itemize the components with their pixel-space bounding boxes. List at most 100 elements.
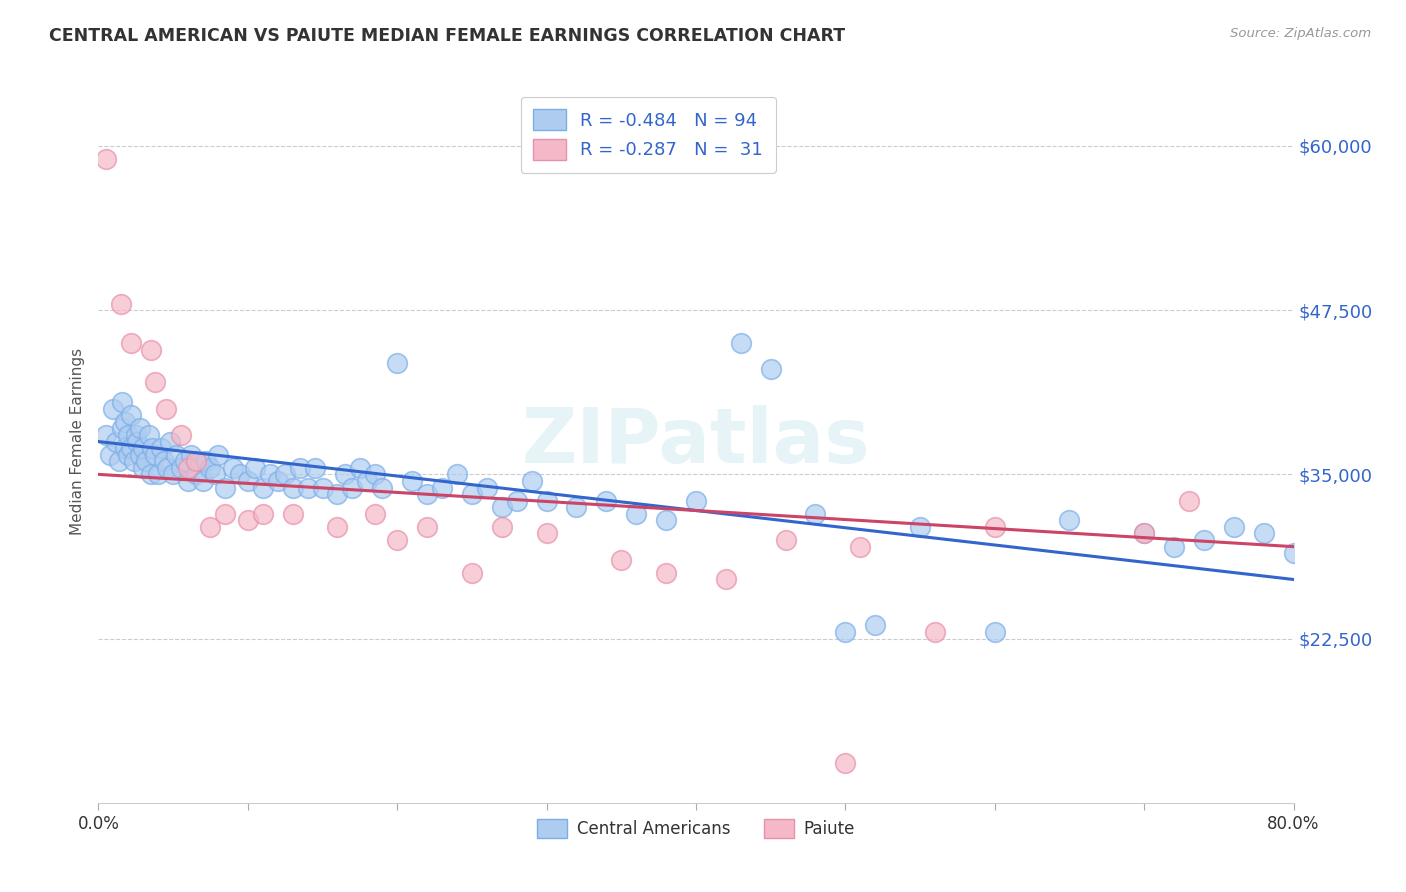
Point xyxy=(1163,540,1185,554)
Point xyxy=(311,481,333,495)
Point xyxy=(125,428,148,442)
Point xyxy=(141,441,163,455)
Point xyxy=(177,474,200,488)
Point xyxy=(849,540,872,554)
Point xyxy=(491,520,513,534)
Point xyxy=(138,428,160,442)
Point xyxy=(120,336,142,351)
Point xyxy=(371,481,394,495)
Point xyxy=(333,467,356,482)
Point xyxy=(267,474,290,488)
Point xyxy=(169,460,191,475)
Point xyxy=(385,533,409,547)
Point xyxy=(655,566,678,580)
Point xyxy=(908,520,931,534)
Point xyxy=(117,428,139,442)
Point xyxy=(475,481,498,495)
Point xyxy=(177,460,200,475)
Point xyxy=(759,362,782,376)
Y-axis label: Median Female Earnings: Median Female Earnings xyxy=(69,348,84,535)
Point xyxy=(143,376,166,390)
Point xyxy=(191,474,214,488)
Point xyxy=(520,474,543,488)
Point xyxy=(200,460,222,475)
Text: CENTRAL AMERICAN VS PAIUTE MEDIAN FEMALE EARNINGS CORRELATION CHART: CENTRAL AMERICAN VS PAIUTE MEDIAN FEMALE… xyxy=(49,27,845,45)
Point xyxy=(94,428,117,442)
Point xyxy=(214,481,236,495)
Point xyxy=(184,454,207,468)
Point xyxy=(169,428,191,442)
Point xyxy=(111,395,134,409)
Point xyxy=(685,493,707,508)
Point xyxy=(252,507,274,521)
Point xyxy=(129,448,152,462)
Point xyxy=(626,507,648,521)
Point xyxy=(775,533,797,547)
Point xyxy=(180,448,202,462)
Text: Source: ZipAtlas.com: Source: ZipAtlas.com xyxy=(1230,27,1371,40)
Point xyxy=(108,454,131,468)
Point xyxy=(536,493,558,508)
Point xyxy=(1282,546,1305,560)
Point xyxy=(207,448,229,462)
Point xyxy=(401,474,423,488)
Point xyxy=(491,500,513,515)
Point xyxy=(139,343,162,357)
Point xyxy=(132,460,155,475)
Point xyxy=(153,454,176,468)
Point xyxy=(304,460,326,475)
Point xyxy=(1178,493,1201,508)
Point xyxy=(114,441,136,455)
Point xyxy=(103,401,125,416)
Point xyxy=(195,454,218,468)
Point xyxy=(184,467,207,482)
Point xyxy=(416,487,439,501)
Point xyxy=(143,448,166,462)
Point xyxy=(222,460,245,475)
Point xyxy=(188,454,211,468)
Point xyxy=(148,467,170,482)
Point xyxy=(326,520,349,534)
Point xyxy=(288,460,311,475)
Point xyxy=(236,474,259,488)
Point xyxy=(110,296,132,310)
Point xyxy=(132,441,155,455)
Point xyxy=(1059,513,1081,527)
Point xyxy=(174,454,197,468)
Point xyxy=(349,460,371,475)
Point xyxy=(120,441,142,455)
Point xyxy=(984,520,1007,534)
Point xyxy=(150,441,173,455)
Point xyxy=(236,513,259,527)
Point xyxy=(120,409,142,423)
Point xyxy=(655,513,678,527)
Legend: Central Americans, Paiute: Central Americans, Paiute xyxy=(530,813,862,845)
Point xyxy=(105,434,128,449)
Point xyxy=(865,618,887,632)
Point xyxy=(461,487,484,501)
Point xyxy=(297,481,319,495)
Point xyxy=(139,467,162,482)
Point xyxy=(595,493,617,508)
Point xyxy=(364,467,387,482)
Point xyxy=(214,507,236,521)
Point xyxy=(129,421,152,435)
Point xyxy=(159,434,181,449)
Point xyxy=(162,467,184,482)
Point xyxy=(94,152,117,166)
Point xyxy=(714,573,737,587)
Point xyxy=(281,481,304,495)
Point xyxy=(165,448,187,462)
Point xyxy=(356,474,378,488)
Point xyxy=(200,520,222,534)
Point xyxy=(274,467,297,482)
Point xyxy=(156,460,179,475)
Point xyxy=(364,507,387,521)
Point xyxy=(98,448,122,462)
Point xyxy=(1223,520,1246,534)
Point xyxy=(506,493,529,508)
Point xyxy=(124,454,146,468)
Point xyxy=(804,507,827,521)
Point xyxy=(259,467,281,482)
Point xyxy=(127,434,149,449)
